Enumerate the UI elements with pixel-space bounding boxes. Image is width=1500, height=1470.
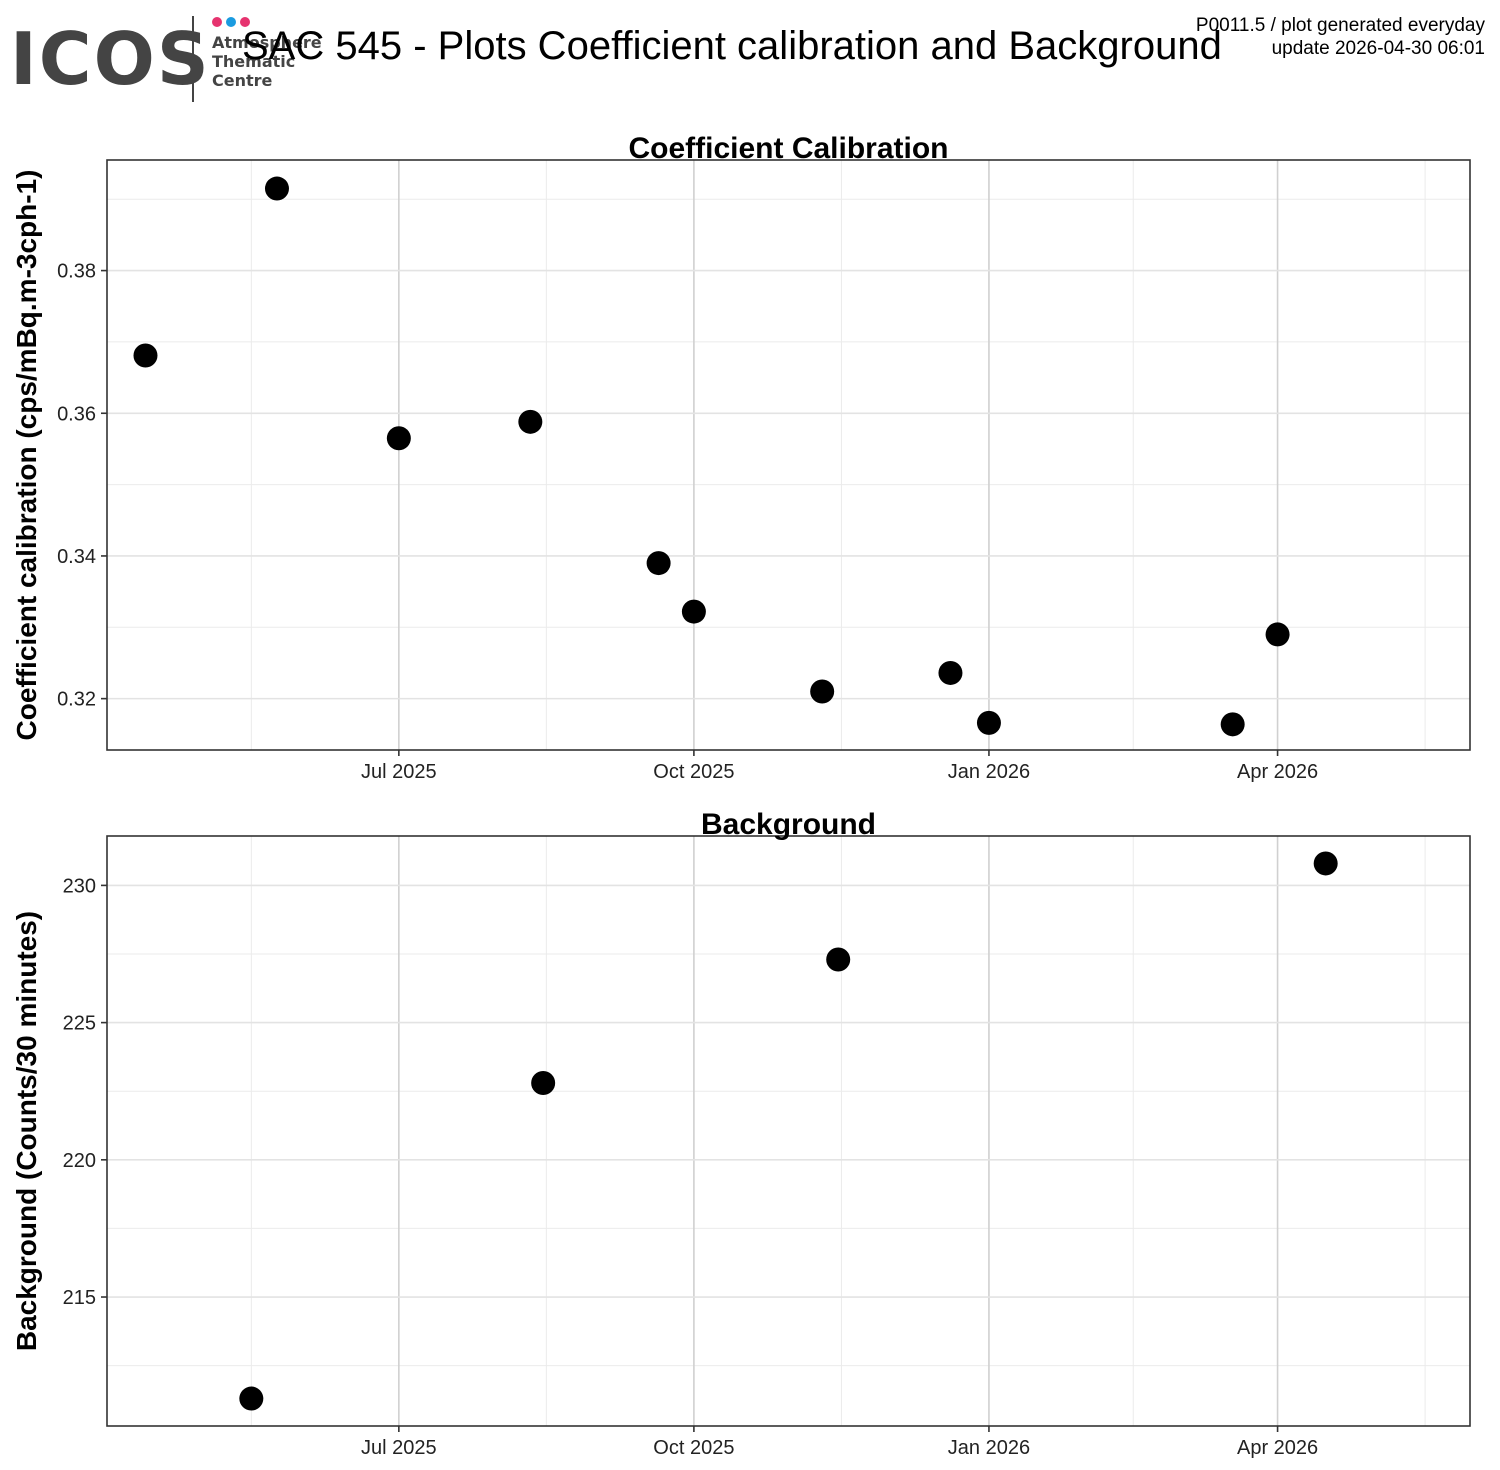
y-tick-label: 215	[63, 1287, 96, 1309]
data-point	[239, 1386, 264, 1411]
y-tick-label: 220	[63, 1150, 96, 1172]
grid	[107, 160, 1470, 750]
logo-dot	[240, 17, 250, 27]
grid	[107, 836, 1470, 1426]
data-point	[1265, 622, 1290, 647]
x-tick-label: Jul 2025	[361, 761, 437, 783]
x-tick-label: Oct 2025	[653, 761, 734, 783]
panel-title: Background	[701, 808, 876, 841]
data-point	[133, 343, 158, 368]
coefficient-calibration-chart: 0.32 0.34 0.36 0.38 Jul 2025 Oct 2025 Jan 2026…	[11, 132, 1471, 783]
panel-border	[106, 159, 1471, 751]
page-title: SAC 545 - Plots Coefficient calibration …	[242, 24, 1222, 68]
data-point	[518, 409, 543, 434]
logo-line-2: Thematic	[212, 52, 295, 71]
data-point	[386, 426, 411, 451]
y-axis-title: Coefficient calibration (cps/mBq.m-3cph-…	[11, 170, 42, 741]
y-tick-label: 225	[63, 1013, 96, 1035]
data-point	[1313, 851, 1338, 876]
update-timestamp: update 2026-04-30 06:01	[1271, 38, 1485, 59]
data-point	[646, 551, 671, 576]
x-tick-label: Apr 2026	[1237, 761, 1318, 783]
data-point	[264, 176, 289, 201]
logo-line-1: Atmosphere	[212, 33, 322, 52]
y-tick-label: 0.36	[57, 403, 96, 425]
y-tick-label: 0.32	[57, 689, 96, 711]
y-tick-label: 230	[63, 875, 96, 897]
data-point	[938, 660, 963, 685]
logo-dot	[212, 17, 222, 27]
data-point	[826, 947, 851, 972]
logo-wordmark: ICOS	[10, 17, 211, 101]
generation-note: P0011.5 / plot generated everyday	[1195, 15, 1485, 36]
panel-border	[106, 835, 1471, 1427]
x-tick-label: Oct 2025	[653, 1437, 734, 1459]
data-point	[681, 599, 706, 624]
x-tick-label: Apr 2026	[1237, 1437, 1318, 1459]
y-tick-label: 0.34	[57, 546, 96, 568]
icos-logo: ICOS Atmosphere Thematic Centre	[10, 16, 322, 102]
y-axis-title: Background (Counts/30 minutes)	[11, 911, 42, 1351]
panel-title: Coefficient Calibration	[628, 132, 948, 165]
logo-dot	[226, 17, 236, 27]
x-tick-label: Jan 2026	[948, 761, 1030, 783]
y-tick-label: 0.38	[57, 261, 96, 283]
logo-line-3: Centre	[212, 71, 273, 90]
x-tick-label: Jan 2026	[948, 1437, 1030, 1459]
data-point	[1220, 712, 1245, 737]
x-tick-label: Jul 2025	[361, 1437, 437, 1459]
data-point	[531, 1070, 556, 1095]
background-chart: 215 220 225 230 Jul 2025 Oct 2025 Jan 2026 Apr …	[11, 808, 1471, 1459]
data-point	[976, 710, 1001, 735]
data-point	[810, 679, 835, 704]
